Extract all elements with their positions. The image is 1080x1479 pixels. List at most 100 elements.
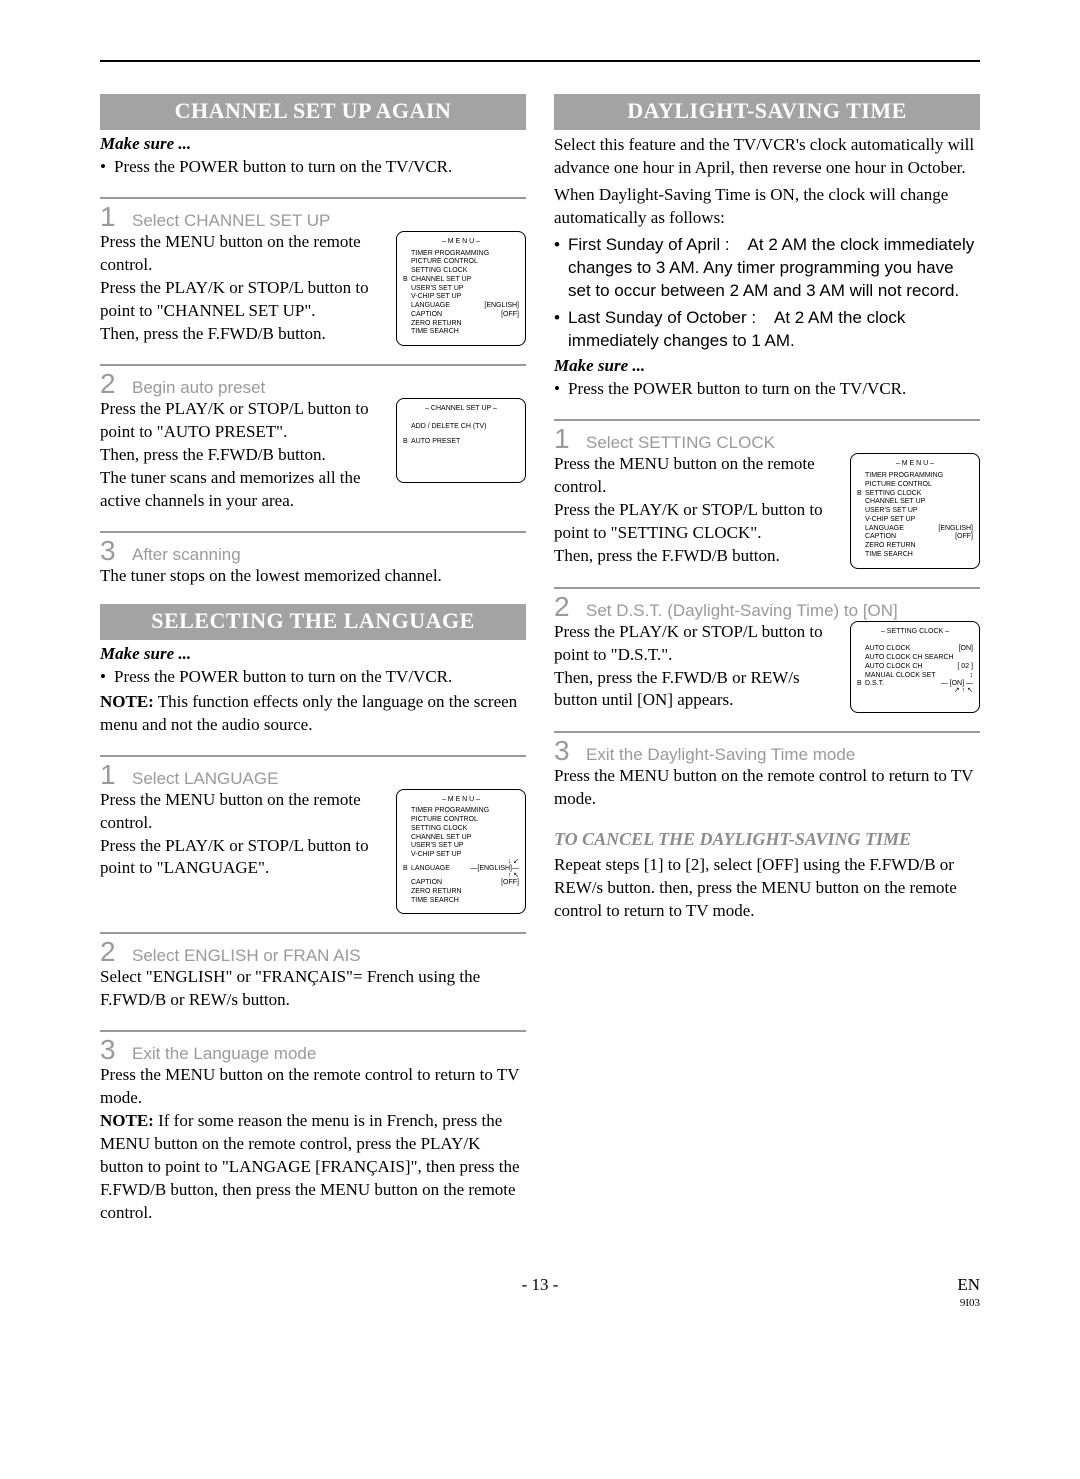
osd-row: PICTURE CONTROL	[403, 816, 519, 825]
osd-row: TIMER PROGRAMMING	[403, 807, 519, 816]
dst-step-3-head: 3 Exit the Daylight-Saving Time mode	[554, 737, 980, 765]
pointer-icon: B	[857, 680, 865, 689]
osd-row: V-CHIP SET UP	[403, 293, 519, 302]
osd-value: [OFF]	[501, 311, 519, 320]
step-divider	[100, 932, 526, 934]
pointer-icon: B	[403, 865, 411, 874]
step-number: 1	[554, 425, 576, 453]
osd-row: CHANNEL SET UP	[857, 498, 973, 507]
lang-step-2-head: 2 Select ENGLISH or FRAN AIS	[100, 938, 526, 966]
osd-label: LANGUAGE	[411, 302, 484, 311]
osd-row: PICTURE CONTROL	[403, 258, 519, 267]
osd-label: ZERO RETURN	[411, 320, 519, 329]
step-divider	[100, 755, 526, 757]
make-sure: Make sure ...	[100, 644, 526, 664]
lead: Last Sunday of October :	[568, 308, 756, 327]
step-number: 2	[100, 370, 122, 398]
bullet-power: • Press the POWER button to turn on the …	[554, 378, 980, 401]
p: Then, press the F.FWD/B button.	[100, 444, 384, 467]
osd-label: USER'S SET UP	[411, 842, 519, 851]
osd-row: ZERO RETURN	[857, 542, 973, 551]
osd-label: ZERO RETURN	[865, 542, 973, 551]
osd-label: TIMER PROGRAMMING	[865, 472, 973, 481]
osd-row: CAPTION[OFF]	[403, 311, 519, 320]
osd-menu-channel: – M E N U –TIMER PROGRAMMINGPICTURE CONT…	[396, 231, 526, 346]
step-number: 3	[100, 537, 122, 565]
step-title: Set D.S.T. (Daylight-Saving Time) to [ON…	[586, 601, 898, 621]
note-label: NOTE:	[100, 1111, 154, 1130]
step-divider	[100, 197, 526, 199]
cancel-body: Repeat steps [1] to [2], select [OFF] us…	[554, 854, 980, 923]
p: Press the MENU button on the remote cont…	[554, 765, 980, 811]
pointer-icon	[403, 320, 411, 329]
banner-language: SELECTING THE LANGUAGE	[100, 604, 526, 640]
page-number: - 13 -	[522, 1275, 559, 1295]
osd-value: [OFF]	[501, 879, 519, 888]
note: NOTE: This function effects only the lan…	[100, 691, 526, 737]
p: Press the PLAY/K or STOP/L button to poi…	[100, 277, 384, 323]
pointer-icon	[857, 516, 865, 525]
pointer-icon	[857, 525, 865, 534]
osd-row: SETTING CLOCK	[403, 825, 519, 834]
osd-row: ZERO RETURN	[403, 888, 519, 897]
top-rule	[100, 60, 980, 62]
osd-setting-clock: – SETTING CLOCK – AUTO CLOCK[ON] AUTO CL…	[850, 621, 980, 714]
make-sure: Make sure ...	[100, 134, 526, 154]
arrow-icon: ↕	[970, 672, 974, 681]
osd-label: SETTING CLOCK	[411, 267, 519, 276]
bullet-text: Press the POWER button to turn on the TV…	[114, 156, 452, 179]
pointer-icon	[403, 851, 411, 860]
bullet-dot-icon: •	[554, 234, 568, 303]
footer-right: EN 9I03	[957, 1275, 980, 1309]
step-number: 3	[554, 737, 576, 765]
lead: First Sunday of April :	[568, 235, 730, 254]
dst-step-2-body: Press the PLAY/K or STOP/L button to poi…	[554, 621, 980, 714]
banner-dst: DAYLIGHT-SAVING TIME	[554, 94, 980, 130]
make-sure: Make sure ...	[554, 356, 980, 376]
left-column: CHANNEL SET UP AGAIN Make sure ... • Pre…	[100, 94, 526, 1225]
step-1-head: 1 Select CHANNEL SET UP	[100, 203, 526, 231]
osd-label: V-CHIP SET UP	[865, 516, 973, 525]
p: The tuner scans and memorizes all the ac…	[100, 467, 384, 513]
doc-code: 9I03	[957, 1297, 980, 1309]
osd-row: CAPTION[OFF]	[857, 533, 973, 542]
osd-label: PICTURE CONTROL	[411, 258, 519, 267]
dst-step-2-head: 2 Set D.S.T. (Daylight-Saving Time) to […	[554, 593, 980, 621]
step-divider	[100, 1030, 526, 1032]
osd-row: CHANNEL SET UP	[403, 834, 519, 843]
p: Then, press the F.FWD/B button.	[554, 545, 838, 568]
osd-menu-clock: – M E N U –TIMER PROGRAMMINGPICTURE CONT…	[850, 453, 980, 568]
step-divider	[100, 531, 526, 533]
lang-step-3-head: 3 Exit the Language mode	[100, 1036, 526, 1064]
bullet-april: • First Sunday of April : At 2 AM the cl…	[554, 234, 980, 303]
osd-row: TIME SEARCH	[403, 897, 519, 906]
pointer-icon	[403, 293, 411, 302]
step-divider	[554, 419, 980, 421]
cancel-heading: TO CANCEL THE DAYLIGHT-SAVING TIME	[554, 829, 980, 850]
pointer-icon: B	[857, 490, 865, 499]
lang-step-1-head: 1 Select LANGUAGE	[100, 761, 526, 789]
note-text: If for some reason the menu is in French…	[100, 1111, 520, 1222]
step-number: 1	[100, 761, 122, 789]
step-title: Select SETTING CLOCK	[586, 433, 775, 453]
pointer-icon	[403, 285, 411, 294]
osd-title: – SETTING CLOCK –	[857, 628, 973, 637]
step-title: Select CHANNEL SET UP	[132, 211, 330, 231]
osd-row: BAUTO PRESET	[403, 438, 519, 447]
step-3-head: 3 After scanning	[100, 537, 526, 565]
osd-row: TIME SEARCH	[403, 328, 519, 337]
osd-label: USER'S SET UP	[411, 285, 519, 294]
step-text: Press the PLAY/K or STOP/L button to poi…	[100, 398, 384, 513]
osd-row: BSETTING CLOCK	[857, 490, 973, 499]
pointer-icon	[403, 328, 411, 337]
manual-page: CHANNEL SET UP AGAIN Make sure ... • Pre…	[0, 0, 1080, 1335]
pointer-icon	[403, 816, 411, 825]
osd-label: PICTURE CONTROL	[865, 481, 973, 490]
pointer-icon	[857, 472, 865, 481]
osd-row: TIME SEARCH	[857, 551, 973, 560]
step-divider	[554, 731, 980, 733]
p: Then, press the F.FWD/B or REW/s button …	[554, 667, 838, 713]
osd-label: LANGUAGE	[865, 525, 938, 534]
osd-label: CHANNEL SET UP	[411, 834, 519, 843]
step-1-body: Press the MENU button on the remote cont…	[100, 231, 526, 346]
